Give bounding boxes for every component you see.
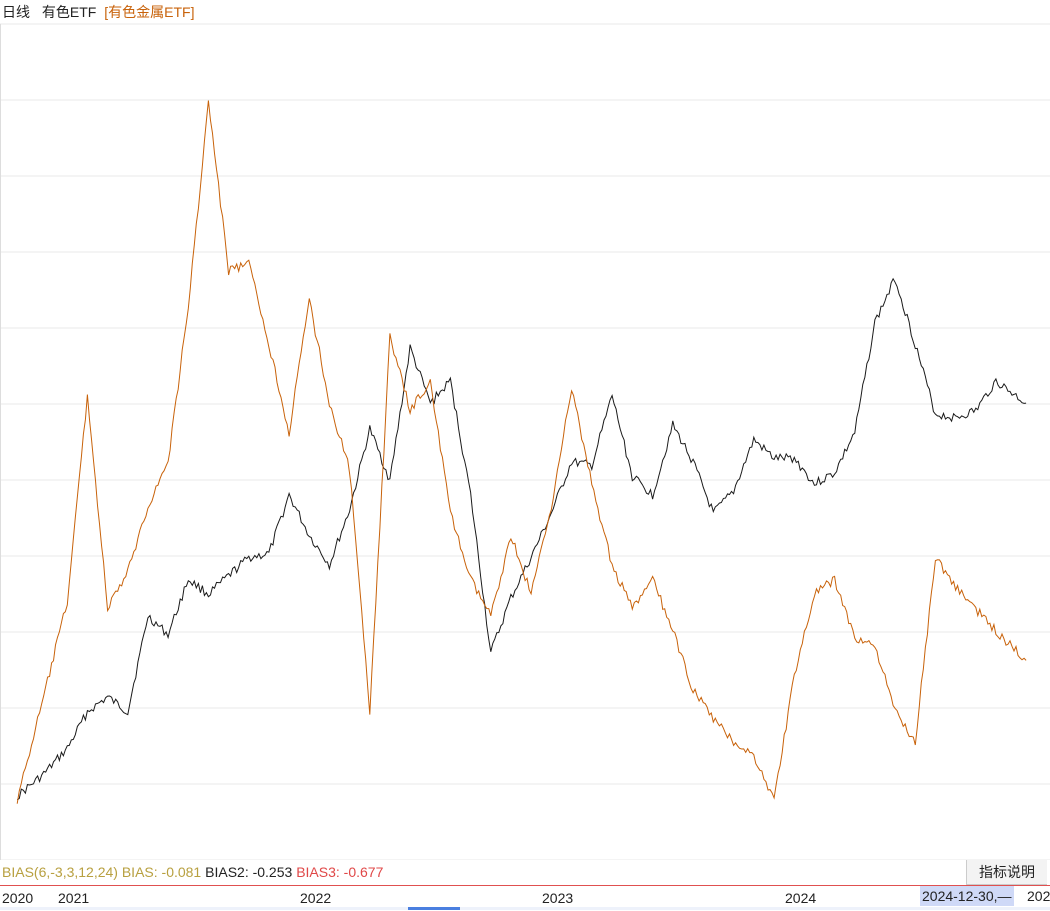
grid-lines bbox=[0, 23, 1050, 860]
x-tick-label: 202 bbox=[1027, 888, 1050, 904]
x-tick-label: 2021 bbox=[58, 890, 90, 906]
x-tick-label: 2023 bbox=[542, 890, 574, 906]
indicator-help-button[interactable]: 指标说明 bbox=[966, 860, 1047, 885]
indicator-readout: BIAS(6,-3,3,12,24) BIAS: -0.081 BIAS2: -… bbox=[2, 862, 383, 882]
security-name: 有色ETF bbox=[41, 4, 97, 20]
bias3-value: BIAS3: -0.677 bbox=[296, 864, 384, 880]
chart-header: 日线 有色ETF [有色金属ETF] bbox=[2, 2, 194, 22]
cursor-date-label: 2024-12-30,— bbox=[920, 886, 1014, 906]
compare-security-name[interactable]: [有色金属ETF] bbox=[104, 4, 195, 20]
scrollbar-thumb[interactable] bbox=[408, 907, 460, 910]
period-label[interactable]: 日线 bbox=[2, 4, 30, 20]
series-line-primary bbox=[16, 277, 1027, 801]
price-chart bbox=[0, 23, 1050, 860]
series-lines bbox=[16, 100, 1027, 804]
x-tick-label: 2022 bbox=[300, 890, 332, 906]
x-tick-label: 2024 bbox=[785, 890, 817, 906]
bias-value: BIAS: -0.081 bbox=[121, 864, 202, 880]
indicator-name[interactable]: BIAS(6,-3,3,12,24) bbox=[2, 864, 118, 880]
x-axis: 2020 2021 2022 2023 2024 bbox=[0, 885, 1050, 911]
x-tick-label: 2020 bbox=[2, 890, 34, 906]
scrollbar-track[interactable] bbox=[0, 907, 1050, 910]
bias2-value: BIAS2: -0.253 bbox=[205, 864, 293, 880]
series-line-compare bbox=[16, 100, 1027, 804]
